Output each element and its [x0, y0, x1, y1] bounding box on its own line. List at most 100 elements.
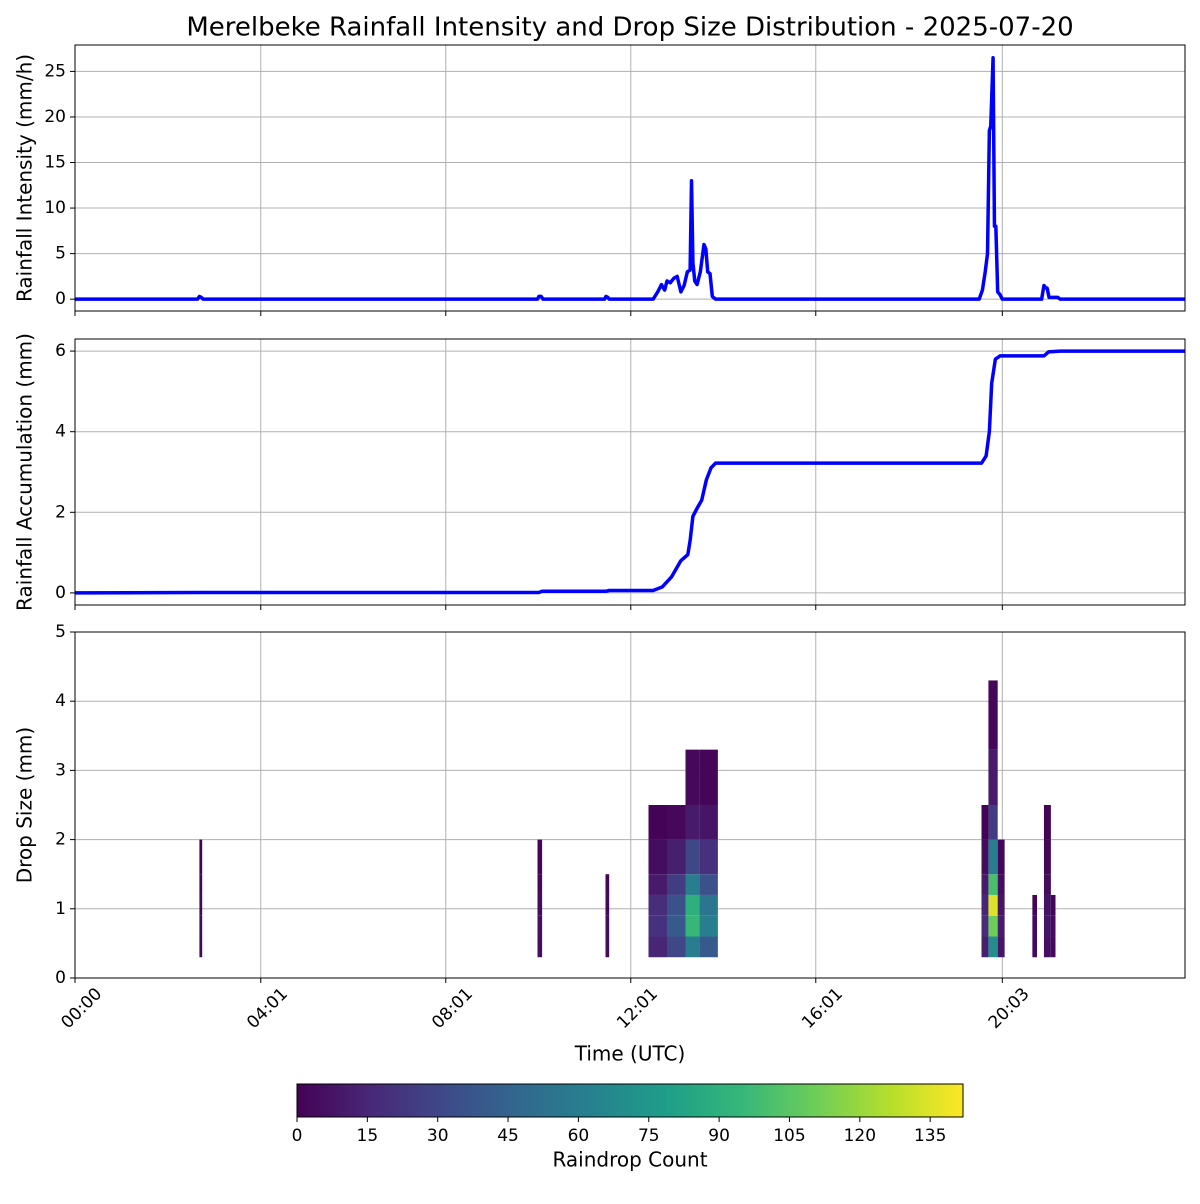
colorbar-tick-label: 60	[568, 1126, 590, 1146]
heatmap-cell	[537, 894, 543, 916]
colorbar-tick-label: 30	[427, 1126, 449, 1146]
heatmap-cell	[648, 915, 667, 937]
heatmap-cell	[685, 805, 700, 840]
y-tick-label: 4	[55, 691, 66, 711]
heatmap-cell	[605, 874, 610, 895]
colorbar-tick-label: 15	[357, 1126, 379, 1146]
heatmap-cell	[537, 936, 543, 958]
heatmap-cell	[648, 805, 667, 840]
heatmap-cell	[997, 894, 1005, 916]
heatmap-cell	[1032, 915, 1037, 937]
heatmap-cell	[1032, 936, 1037, 958]
heatmap-cell	[997, 915, 1005, 937]
y-tick-label: 0	[55, 289, 66, 309]
heatmap-cell	[685, 936, 700, 958]
heatmap-cell	[199, 915, 203, 937]
heatmap-cell	[1043, 894, 1051, 916]
heatmap-cell	[1050, 894, 1056, 916]
y-axis-label: Drop Size (mm)	[13, 727, 37, 883]
y-tick-label: 2	[55, 830, 66, 850]
heatmap-cell	[699, 749, 718, 805]
heatmap-cell	[699, 805, 718, 840]
chart-title: Merelbeke Rainfall Intensity and Drop Si…	[186, 13, 1073, 43]
heatmap-cell	[685, 749, 700, 805]
y-axis-label: Rainfall Accumulation (mm)	[13, 333, 37, 611]
data-line	[75, 56, 1185, 301]
heatmap-cell	[537, 874, 543, 895]
colorbar-tick-label: 135	[914, 1126, 946, 1146]
heatmap-cell	[988, 915, 998, 937]
heatmap-cell	[199, 874, 203, 895]
y-tick-label: 25	[44, 61, 66, 81]
y-tick-label: 4	[55, 422, 66, 442]
heatmap-cell	[997, 839, 1005, 875]
heatmap-cell	[988, 749, 998, 805]
heatmap-cell	[981, 936, 989, 958]
heatmap-cell	[648, 894, 667, 916]
colorbar-tick-label: 75	[638, 1126, 660, 1146]
heatmap-cell	[997, 936, 1005, 958]
heatmap-cell	[1050, 915, 1056, 937]
y-tick-label: 15	[44, 153, 66, 173]
heatmap-cell	[699, 839, 718, 875]
heatmap-cell	[981, 805, 989, 840]
heatmap-cell	[988, 894, 998, 916]
colorbar-tick-label: 120	[844, 1126, 876, 1146]
heatmap-cell	[667, 936, 686, 958]
heatmap-cell	[981, 839, 989, 875]
y-tick-label: 5	[55, 244, 66, 264]
heatmap-cell	[199, 936, 203, 958]
heatmap-cell	[199, 894, 203, 916]
y-tick-label: 10	[44, 198, 66, 218]
heatmap-cell	[699, 915, 718, 937]
y-tick-label: 5	[55, 622, 66, 642]
y-axis-label: Rainfall Intensity (mm/h)	[13, 54, 37, 302]
heatmap-cell	[981, 915, 989, 937]
heatmap-cell	[1050, 936, 1056, 958]
heatmap-cell	[667, 805, 686, 840]
plot-frame	[74, 338, 1186, 606]
heatmap-cell	[605, 936, 610, 958]
heatmap-cell	[537, 915, 543, 937]
y-tick-label: 0	[55, 583, 66, 603]
y-tick-label: 3	[55, 760, 66, 780]
heatmap-cell	[988, 805, 998, 840]
heatmap-cell	[667, 839, 686, 875]
colorbar	[296, 1083, 964, 1118]
y-tick-label: 6	[55, 341, 66, 361]
x-axis-label: Time (UTC)	[574, 1042, 686, 1066]
y-tick-label: 1	[55, 899, 66, 919]
heatmap-cell	[605, 894, 610, 916]
colorbar-label: Raindrop Count	[552, 1148, 707, 1172]
heatmap-cell	[667, 874, 686, 895]
heatmap-cell	[667, 894, 686, 916]
colorbar-tick-label: 105	[773, 1126, 805, 1146]
heatmap-cell	[699, 894, 718, 916]
y-tick-label: 2	[55, 502, 66, 522]
colorbar-tick-label: 45	[497, 1126, 519, 1146]
colorbar-tick-label: 0	[292, 1126, 303, 1146]
heatmap-cell	[981, 894, 989, 916]
heatmap-cell	[1043, 915, 1051, 937]
heatmap-cell	[699, 936, 718, 958]
heatmap-cell	[1043, 805, 1051, 840]
heatmap-cell	[997, 874, 1005, 895]
heatmap-cell	[537, 839, 543, 875]
y-tick-label: 0	[55, 968, 66, 988]
heatmap-cell	[667, 915, 686, 937]
heatmap-cell	[981, 874, 989, 895]
plot-frame	[74, 631, 1186, 979]
plot-frame	[74, 44, 1186, 312]
heatmap-cell	[988, 680, 998, 750]
colorbar-tick-label: 90	[708, 1126, 730, 1146]
heatmap-cell	[648, 839, 667, 875]
heatmap-cell	[699, 874, 718, 895]
heatmap-cell	[199, 839, 203, 875]
heatmap-cell	[1043, 874, 1051, 895]
heatmap-cell	[648, 936, 667, 958]
heatmap-cell	[685, 894, 700, 916]
heatmap-cell	[988, 839, 998, 875]
heatmap-cell	[685, 915, 700, 937]
